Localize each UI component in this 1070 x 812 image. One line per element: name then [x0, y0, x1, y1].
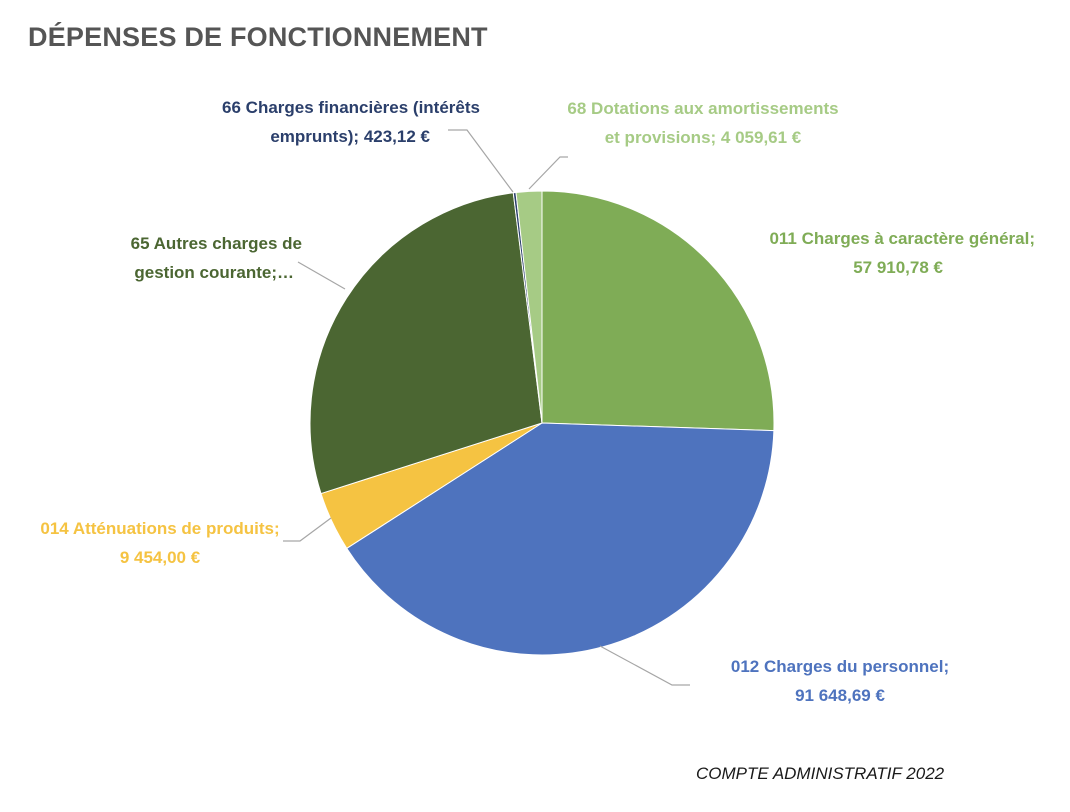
pie-slice-65	[309, 192, 543, 495]
pie-slices	[309, 190, 775, 656]
leader-line-012	[599, 645, 690, 686]
leader-line-014	[283, 517, 332, 542]
leader-line-68	[528, 156, 568, 190]
pie-slice-011	[541, 190, 775, 432]
slice-label-014: 014 Atténuations de produits; 9 454,00 €	[12, 514, 308, 572]
slice-label-66-line1: 66 Charges financières (intérêts	[222, 98, 480, 117]
slice-label-011: 011 Charges à caractère général; 57 910,…	[640, 224, 1035, 282]
slice-label-014-line1: 014 Atténuations de produits;	[40, 519, 280, 538]
leader-line-66	[448, 129, 514, 193]
slice-label-65-line2: gestion courante;…	[134, 263, 294, 282]
slice-label-68-line1: 68 Dotations aux amortissements	[567, 99, 839, 118]
slice-label-66-value: emprunts); 423,12 €	[270, 127, 430, 146]
slice-label-011-value: 57 910,78 €	[853, 258, 943, 277]
slice-label-65-line1: 65 Autres charges de	[130, 234, 302, 253]
pie-slice-012	[346, 422, 775, 656]
slice-label-012-value: 91 648,69 €	[795, 686, 885, 705]
pie-slice-68	[515, 190, 543, 424]
footer-caption: COMPTE ADMINISTRATIF 2022	[696, 764, 945, 783]
leader-line-65	[297, 261, 346, 290]
leader-lines	[283, 129, 690, 686]
slice-label-68-value: et provisions; 4 059,61 €	[604, 128, 802, 147]
chart-title: DÉPENSES DE FONCTIONNEMENT	[28, 22, 488, 52]
slice-label-011-line1: 011 Charges à caractère général;	[769, 229, 1035, 248]
slice-label-66: 66 Charges financières (intérêts emprunt…	[150, 93, 480, 151]
slice-label-014-value: 9 454,00 €	[119, 548, 201, 567]
slice-label-65: 65 Autres charges de gestion courante;…	[60, 229, 302, 287]
slice-label-012-line1: 012 Charges du personnel;	[730, 657, 950, 676]
slice-label-68: 68 Dotations aux amortissements et provi…	[528, 94, 878, 152]
slice-label-012: 012 Charges du personnel; 91 648,69 €	[700, 652, 980, 710]
